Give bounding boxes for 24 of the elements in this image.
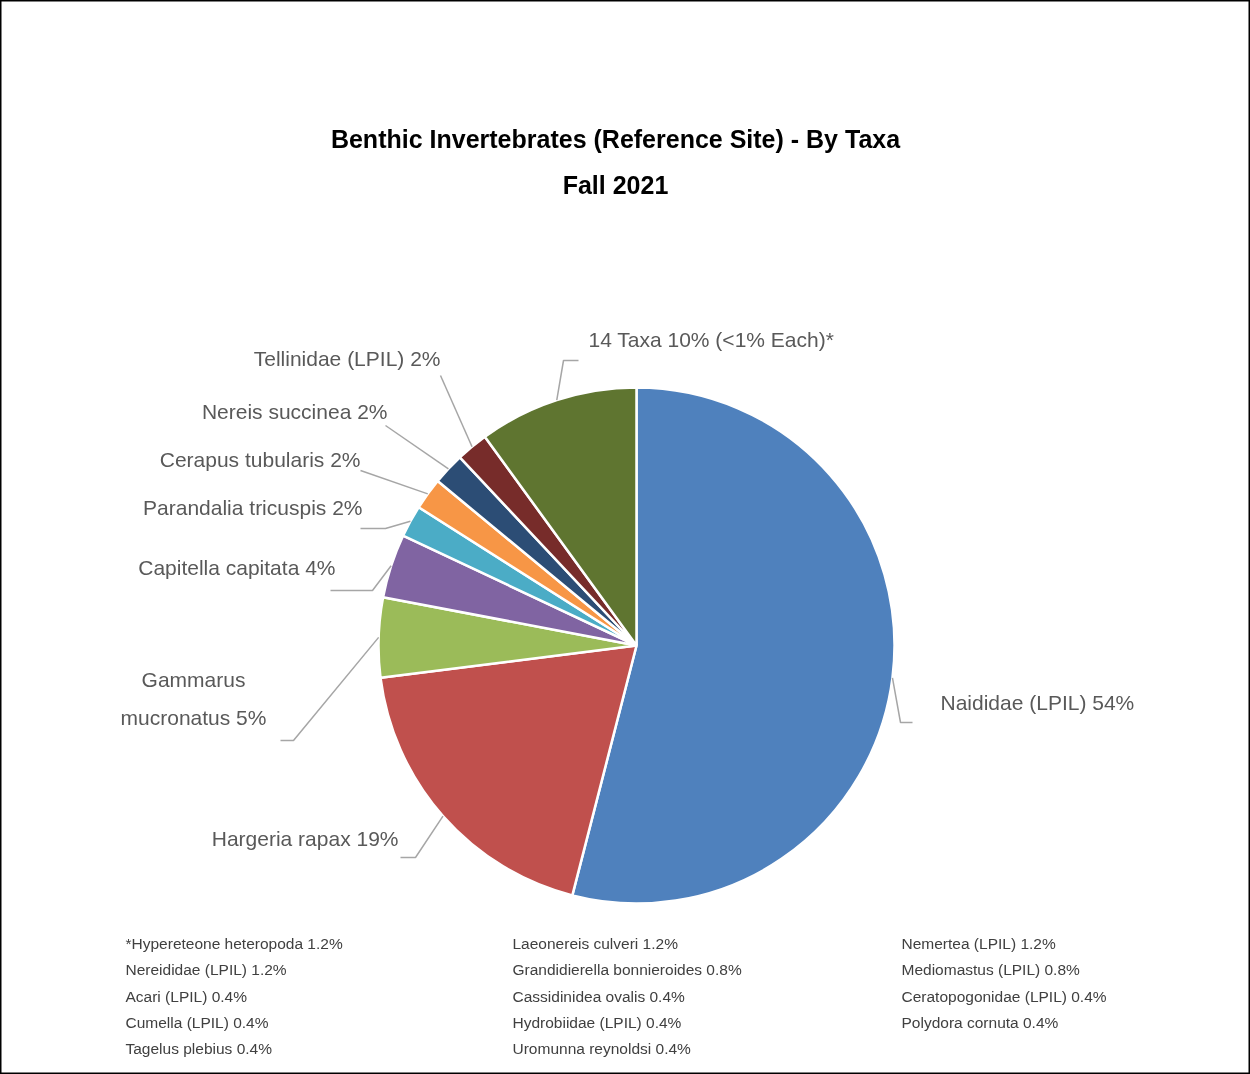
text: Nereididae (LPIL) 1.2%	[125, 961, 287, 979]
slice-label: Hargeria rapax 19%	[211, 827, 399, 850]
chart-title: Benthic Invertebrates (Reference Site) - By Taxa Fall 2021	[330, 124, 902, 199]
text: Uromunna reynoldsi 0.4%	[512, 1040, 692, 1058]
text: Nemertea (LPIL) 1.2%	[901, 935, 1056, 952]
text: Acari (LPIL) 0.4%	[125, 987, 248, 1005]
text: Tagelus plebius 0.4%	[125, 1040, 273, 1058]
text: Ceratopogonidae (LPIL) 0.4%	[901, 987, 1107, 1005]
text: Mediomastus (LPIL) 0.8%	[901, 961, 1081, 979]
slice-label: Naididae (LPIL) 54%	[940, 691, 1135, 714]
text: Cassidinidea ovalis 0.4%	[512, 987, 686, 1005]
text: *Hypereteone heteropoda 1.2%	[125, 935, 343, 952]
slice-label: 14 Taxa 10% (<1% Each)*	[588, 328, 834, 351]
text: Laeonereis culveri 1.2%	[512, 935, 679, 952]
slice-label: Parandalia tricuspis 2%	[143, 496, 363, 519]
slice-label: Tellinidae (LPIL) 2%	[253, 347, 441, 370]
text: Polydora cornuta 0.4%	[901, 1013, 1059, 1031]
text: Cumella (LPIL) 0.4%	[125, 1013, 269, 1031]
slice-label: Gammarus mucronatus 5%	[120, 668, 267, 729]
text: Grandidierella bonnieroides 0.8%	[512, 961, 742, 979]
text: Hydrobiidae (LPIL) 0.4%	[512, 1013, 682, 1031]
slice-label: Capitella capitata 4%	[138, 556, 336, 579]
slice-label: Cerapus tubularis 2%	[159, 448, 361, 471]
slice-label: Nereis succinea 2%	[201, 400, 388, 423]
